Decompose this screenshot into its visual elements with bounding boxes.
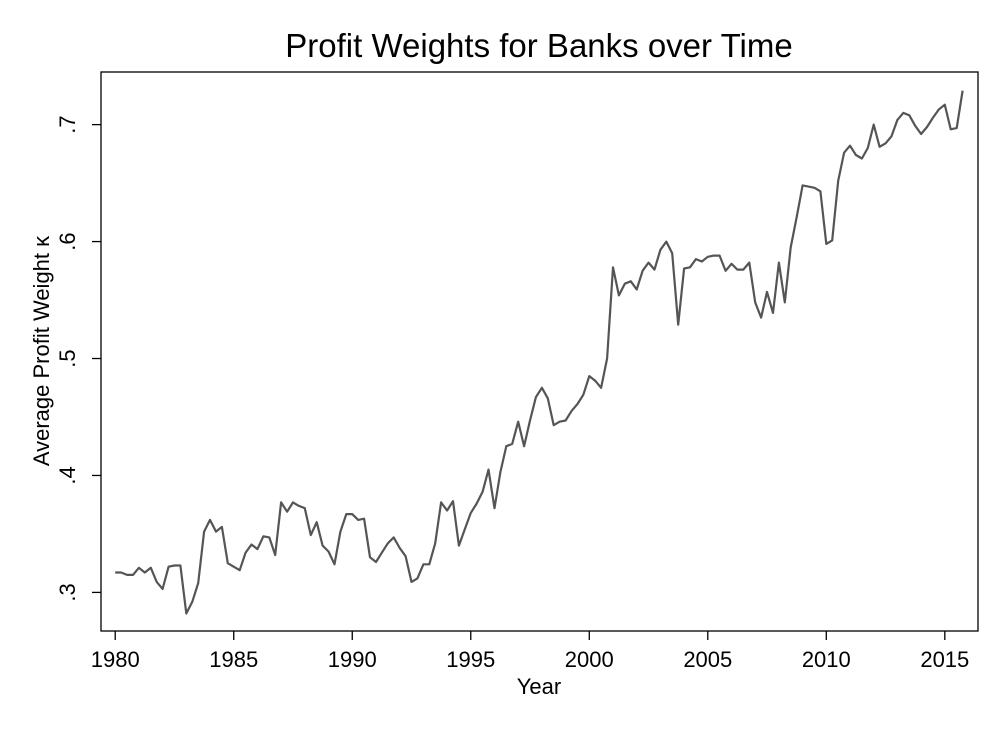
x-tick-label: 1980: [91, 647, 140, 672]
x-tick-label: 2010: [802, 647, 851, 672]
x-tick-label: 1990: [328, 647, 377, 672]
y-tick-label: .4: [55, 466, 80, 484]
x-tick-label: 1985: [209, 647, 258, 672]
x-tick-label: 2015: [920, 647, 969, 672]
x-tick-label: 2005: [683, 647, 732, 672]
y-axis: .3 .4 .5 .6 .7: [55, 115, 101, 602]
series-line: [115, 90, 964, 615]
y-tick-label: .6: [55, 232, 80, 250]
y-tick-label: .5: [55, 349, 80, 367]
plot-frame: [100, 71, 979, 632]
x-tick-label: 2000: [565, 647, 614, 672]
x-tick-label: 1995: [446, 647, 495, 672]
x-axis: 1980 1985 1990 1995 2000 2005 2010 2015: [91, 631, 969, 672]
x-axis-label: Year: [517, 674, 561, 699]
chart-title: Profit Weights for Banks over Time: [285, 27, 792, 64]
y-tick-label: .7: [55, 115, 80, 133]
y-axis-label: Average Profit Weight κ: [29, 235, 54, 466]
y-tick-label: .3: [55, 583, 80, 601]
